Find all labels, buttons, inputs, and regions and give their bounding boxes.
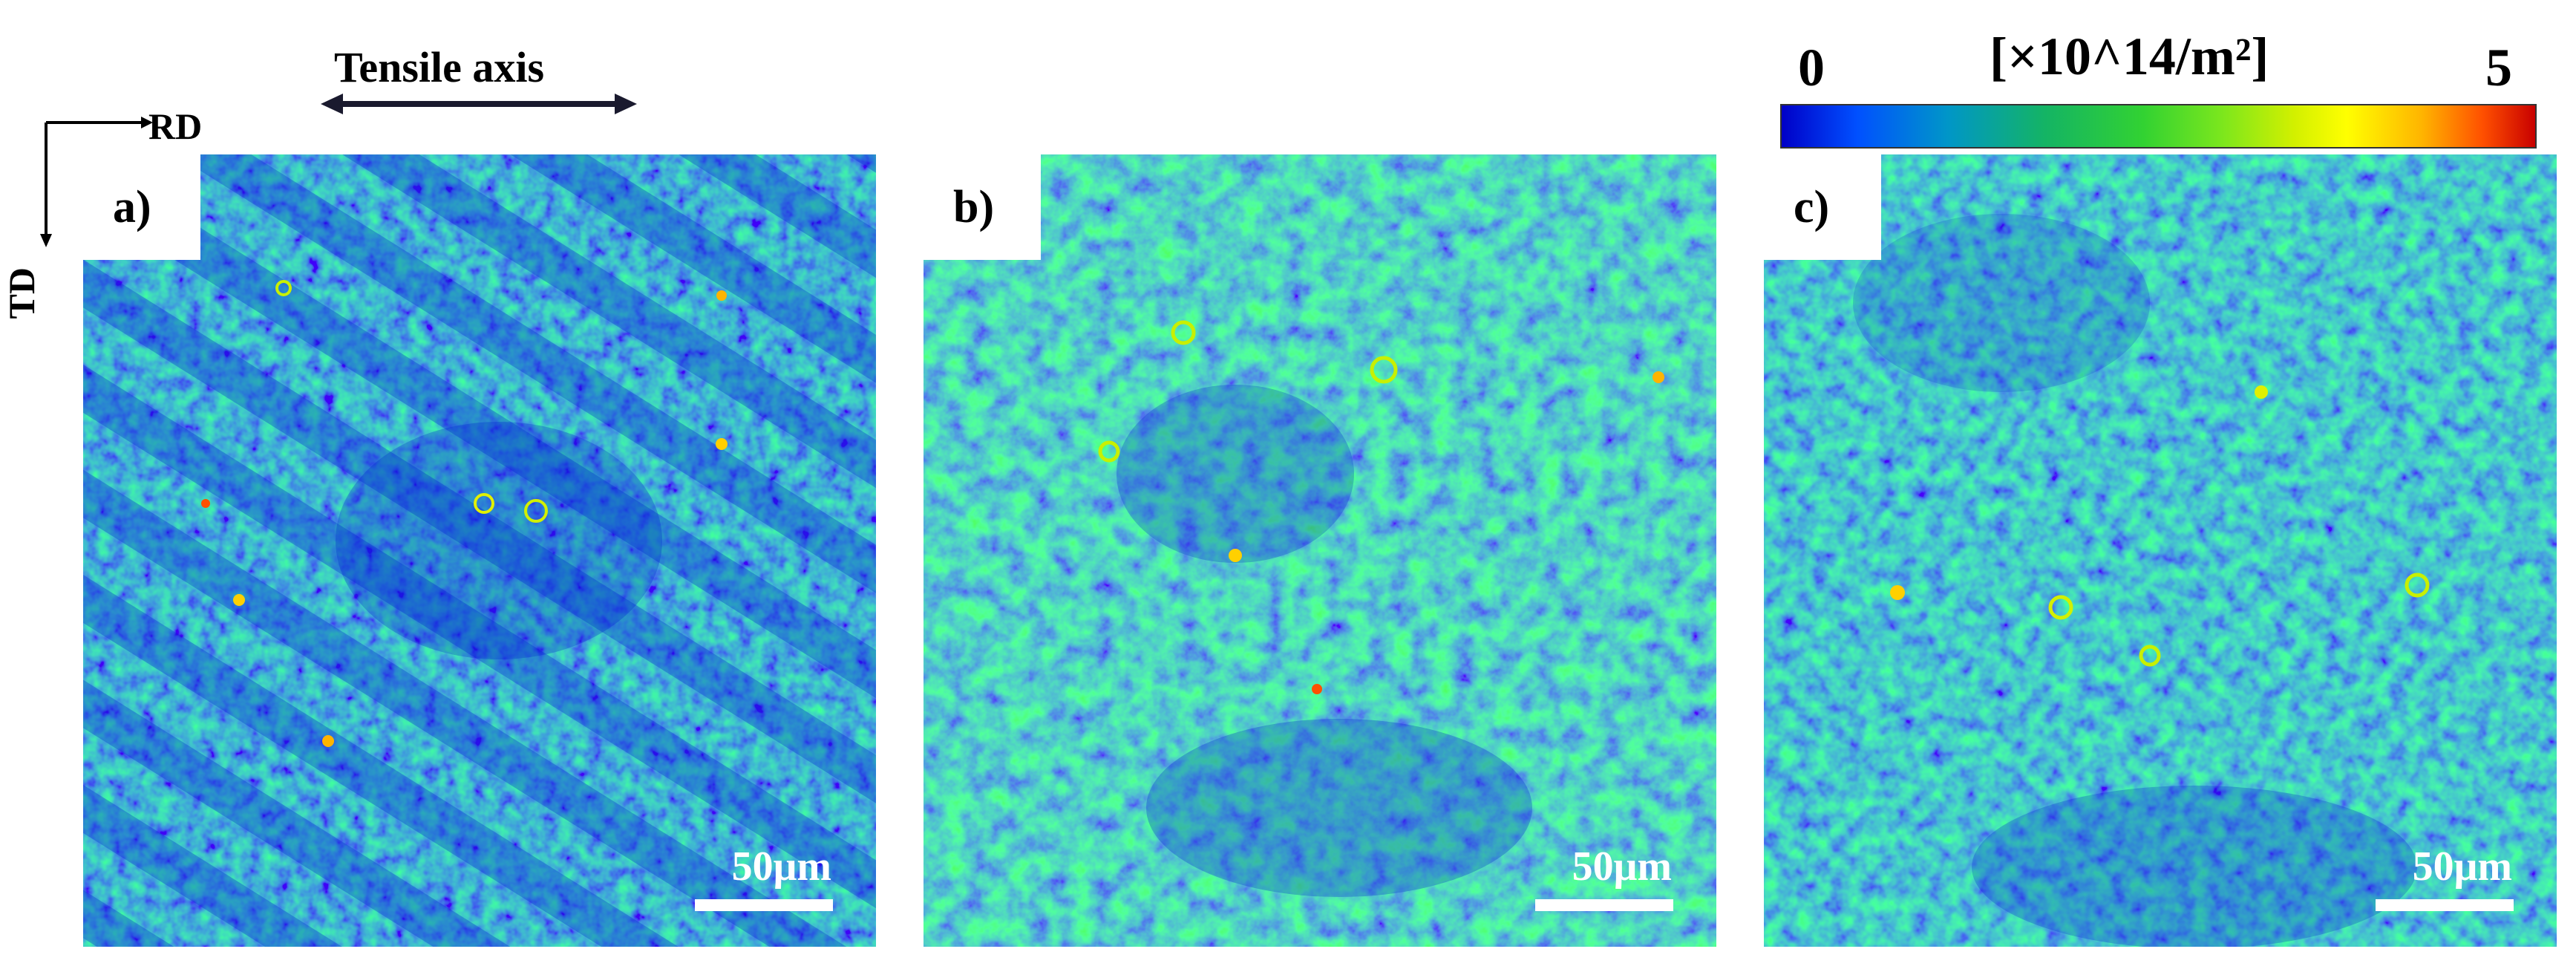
tensile-axis-arrow-icon	[321, 94, 637, 114]
panel-label-box: b)	[923, 154, 1041, 260]
scale-bar-a	[695, 899, 833, 911]
tensile-axis-label: Tensile axis	[334, 43, 545, 91]
scale-bar-b	[1535, 899, 1673, 911]
dislocation-density-map-a	[83, 154, 876, 947]
colorbar-max-label: 5	[2485, 38, 2512, 97]
td-label: TD	[1, 267, 42, 319]
panel-a: a) 50μm	[83, 154, 876, 947]
scale-bar-label-c: 50μm	[2412, 844, 2512, 890]
colorbar-min-label: 0	[1798, 38, 1825, 97]
panel-label-c: c)	[1794, 182, 1830, 232]
dislocation-density-map-b	[923, 154, 1716, 947]
colorbar-unit-label: [×10^14/m²]	[1990, 27, 2269, 86]
panel-label-b: b)	[953, 182, 995, 232]
panel-label-a: a)	[113, 182, 151, 232]
scale-bar-label-a: 50μm	[731, 844, 831, 890]
panel-b: b) 50μm	[923, 154, 1716, 947]
coordinate-axes-icon	[40, 117, 153, 247]
panel-c: c) 50μm	[1764, 154, 2557, 947]
scale-bar-c	[2376, 899, 2514, 911]
rd-label: RD	[148, 105, 203, 147]
colorbar	[1780, 104, 2537, 149]
panel-label-box: c)	[1764, 154, 1881, 260]
dislocation-density-map-c	[1764, 154, 2557, 947]
scale-bar-label-b: 50μm	[1572, 844, 1672, 890]
panel-label-box: a)	[83, 154, 200, 260]
